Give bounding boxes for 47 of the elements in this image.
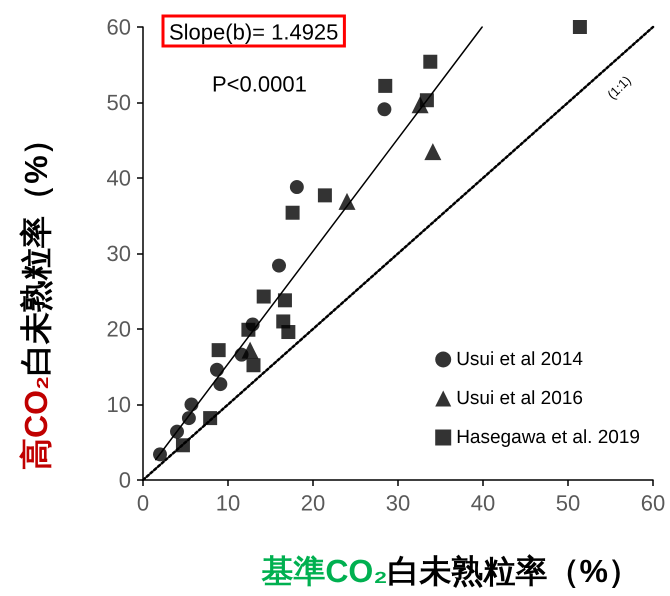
point (338, 192, 356, 210)
point (377, 102, 392, 116)
annotation: Slope(b)= 1.4925 (169, 20, 338, 44)
y-axis-title: 高CO₂白未熟粒率（%） (18, 123, 54, 470)
point (153, 447, 167, 462)
point (170, 424, 184, 439)
y-tick-label: 30 (106, 241, 131, 266)
point (424, 143, 442, 160)
point (420, 93, 434, 108)
y-tick-label: 10 (106, 392, 131, 417)
point (176, 438, 190, 452)
point (182, 411, 196, 426)
point (378, 78, 392, 93)
x-tick-label: 60 (640, 490, 666, 516)
point (213, 377, 228, 392)
legend-label: Usui et al 2014 (456, 349, 584, 370)
x-tick-label: 0 (136, 490, 150, 516)
point (272, 258, 286, 273)
point (242, 342, 259, 359)
annotation: P<0.0001 (212, 72, 307, 96)
point (290, 180, 304, 194)
point (203, 411, 218, 426)
y-tick-label: 60 (106, 14, 131, 40)
point (246, 358, 260, 372)
point (210, 362, 224, 377)
point (572, 20, 587, 34)
point (423, 54, 438, 69)
point (281, 325, 296, 340)
y-tick-label: 0 (118, 468, 131, 492)
y-tick-label: 20 (106, 316, 131, 342)
x-axis-title: 基準CO₂白未熟粒率（%） (260, 553, 640, 589)
legend-label: Hasegawa et al. 2019 (456, 427, 640, 448)
x-tick-label: 10 (216, 490, 240, 516)
point (286, 206, 300, 220)
point (318, 188, 332, 202)
point (184, 398, 198, 412)
y-tick-label: 40 (106, 166, 131, 190)
x-tick-label: 40 (470, 490, 496, 516)
x-tick-label: 50 (556, 490, 580, 516)
point (256, 290, 271, 304)
point (212, 343, 226, 358)
x-tick-label: 30 (386, 490, 410, 516)
x-tick-label: 20 (300, 490, 326, 516)
point (241, 322, 256, 337)
y-tick-label: 50 (106, 90, 131, 115)
point (278, 293, 292, 308)
legend-label: Usui et al 2016 (456, 388, 583, 409)
